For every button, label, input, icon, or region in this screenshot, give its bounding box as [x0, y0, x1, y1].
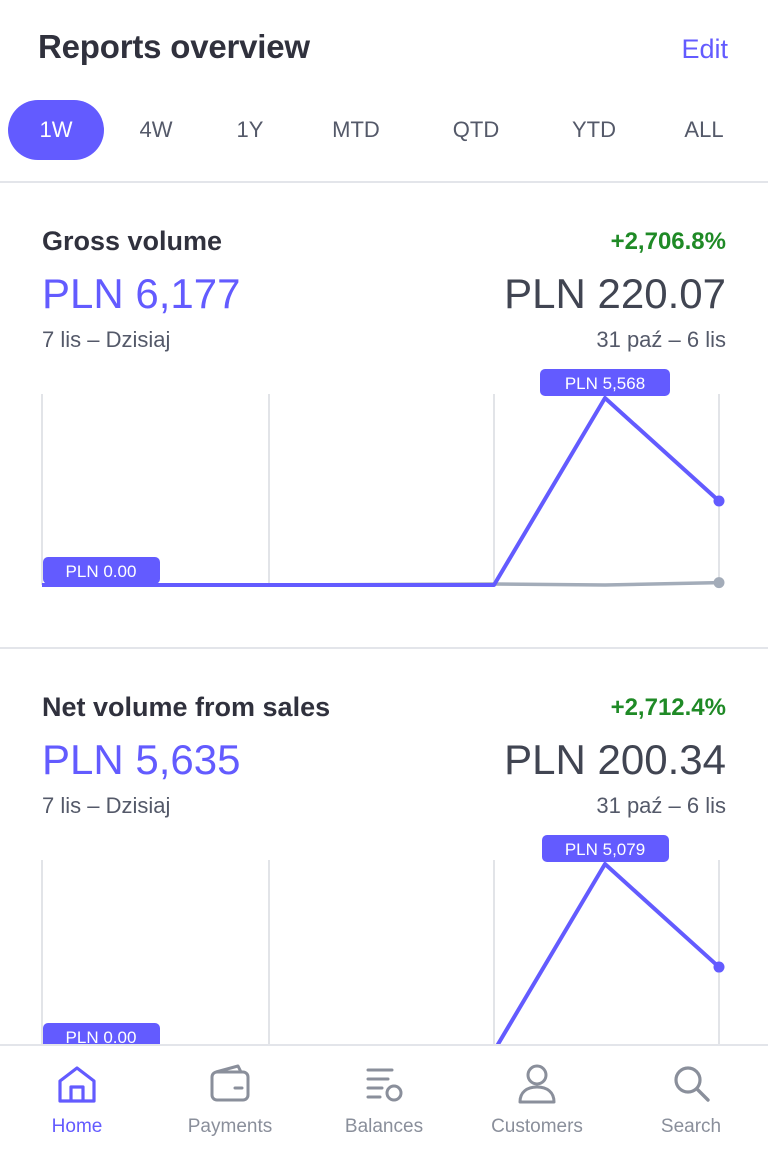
previous-range: 31 paź – 6 lis — [596, 327, 726, 352]
divider — [0, 647, 768, 649]
peak-label: PLN 5,079 — [565, 840, 645, 859]
peak-label: PLN 5,568 — [565, 374, 645, 393]
baseline-label-pill: PLN 0.00 — [43, 557, 160, 584]
peak-label-pill: PLN 5,568 — [540, 369, 670, 396]
previous-value: PLN 200.34 — [504, 736, 726, 783]
bottom-nav: Home Payments Balances Customers Sea — [0, 1044, 768, 1166]
tab-ytd[interactable]: YTD — [572, 117, 616, 142]
baseline-label: PLN 0.00 — [66, 562, 137, 581]
nav-search[interactable]: Search — [614, 1046, 768, 1166]
current-range: 7 lis – Dzisiaj — [42, 793, 171, 818]
nav-home[interactable]: Home — [0, 1046, 154, 1166]
card-title: Net volume from sales — [42, 692, 331, 722]
tab-qtd[interactable]: QTD — [452, 117, 500, 142]
tab-1w[interactable]: 1W — [8, 100, 104, 160]
card-title: Gross volume — [42, 226, 223, 256]
nav-label: Home — [51, 1116, 103, 1137]
baseline-label: PLN 0.00 — [66, 1028, 137, 1047]
header: Reports overview Edit — [0, 0, 768, 100]
person-icon — [518, 1064, 556, 1104]
nav-label: Payments — [187, 1116, 273, 1137]
tab-4w[interactable]: 4W — [139, 117, 173, 142]
divider — [0, 181, 768, 183]
nav-payments[interactable]: Payments — [153, 1046, 307, 1166]
current-period-line — [42, 862, 721, 1053]
current-period-line — [42, 396, 721, 587]
peak-label-pill: PLN 5,079 — [542, 835, 669, 862]
balances-icon — [366, 1068, 403, 1102]
edit-button[interactable]: Edit — [681, 34, 728, 64]
change-percent: +2,706.8% — [610, 228, 726, 255]
change-percent: +2,712.4% — [610, 694, 726, 721]
tab-1y[interactable]: 1Y — [236, 117, 264, 142]
tab-all[interactable]: ALL — [684, 117, 724, 142]
home-icon — [58, 1066, 96, 1103]
tab-mtd[interactable]: MTD — [332, 117, 380, 142]
previous-range: 31 paź – 6 lis — [596, 793, 726, 818]
current-value: PLN 6,177 — [42, 270, 241, 317]
nav-label: Search — [660, 1116, 722, 1137]
previous-value: PLN 220.07 — [504, 270, 726, 317]
time-range-tabs: 1W 4W 1Y MTD QTD YTD ALL — [0, 100, 768, 160]
nav-balances[interactable]: Balances — [307, 1046, 461, 1166]
wallet-icon — [210, 1064, 250, 1102]
gross-volume-chart[interactable]: PLN 5,568 PLN 0.00 — [0, 360, 768, 610]
nav-label: Balances — [344, 1116, 424, 1137]
page-title: Reports overview — [38, 28, 310, 65]
search-icon — [674, 1066, 710, 1102]
nav-label: Customers — [491, 1116, 583, 1137]
endpoint-dot — [713, 495, 725, 507]
nav-customers[interactable]: Customers — [460, 1046, 614, 1166]
endpoint-dot — [713, 961, 725, 973]
net-volume-chart[interactable]: PLN 5,079 PLN 0.00 — [0, 826, 768, 1076]
baseline-label-pill: PLN 0.00 — [43, 1023, 160, 1050]
current-range: 7 lis – Dzisiaj — [42, 327, 171, 352]
current-value: PLN 5,635 — [42, 736, 241, 783]
endpoint-dot — [713, 577, 725, 589]
